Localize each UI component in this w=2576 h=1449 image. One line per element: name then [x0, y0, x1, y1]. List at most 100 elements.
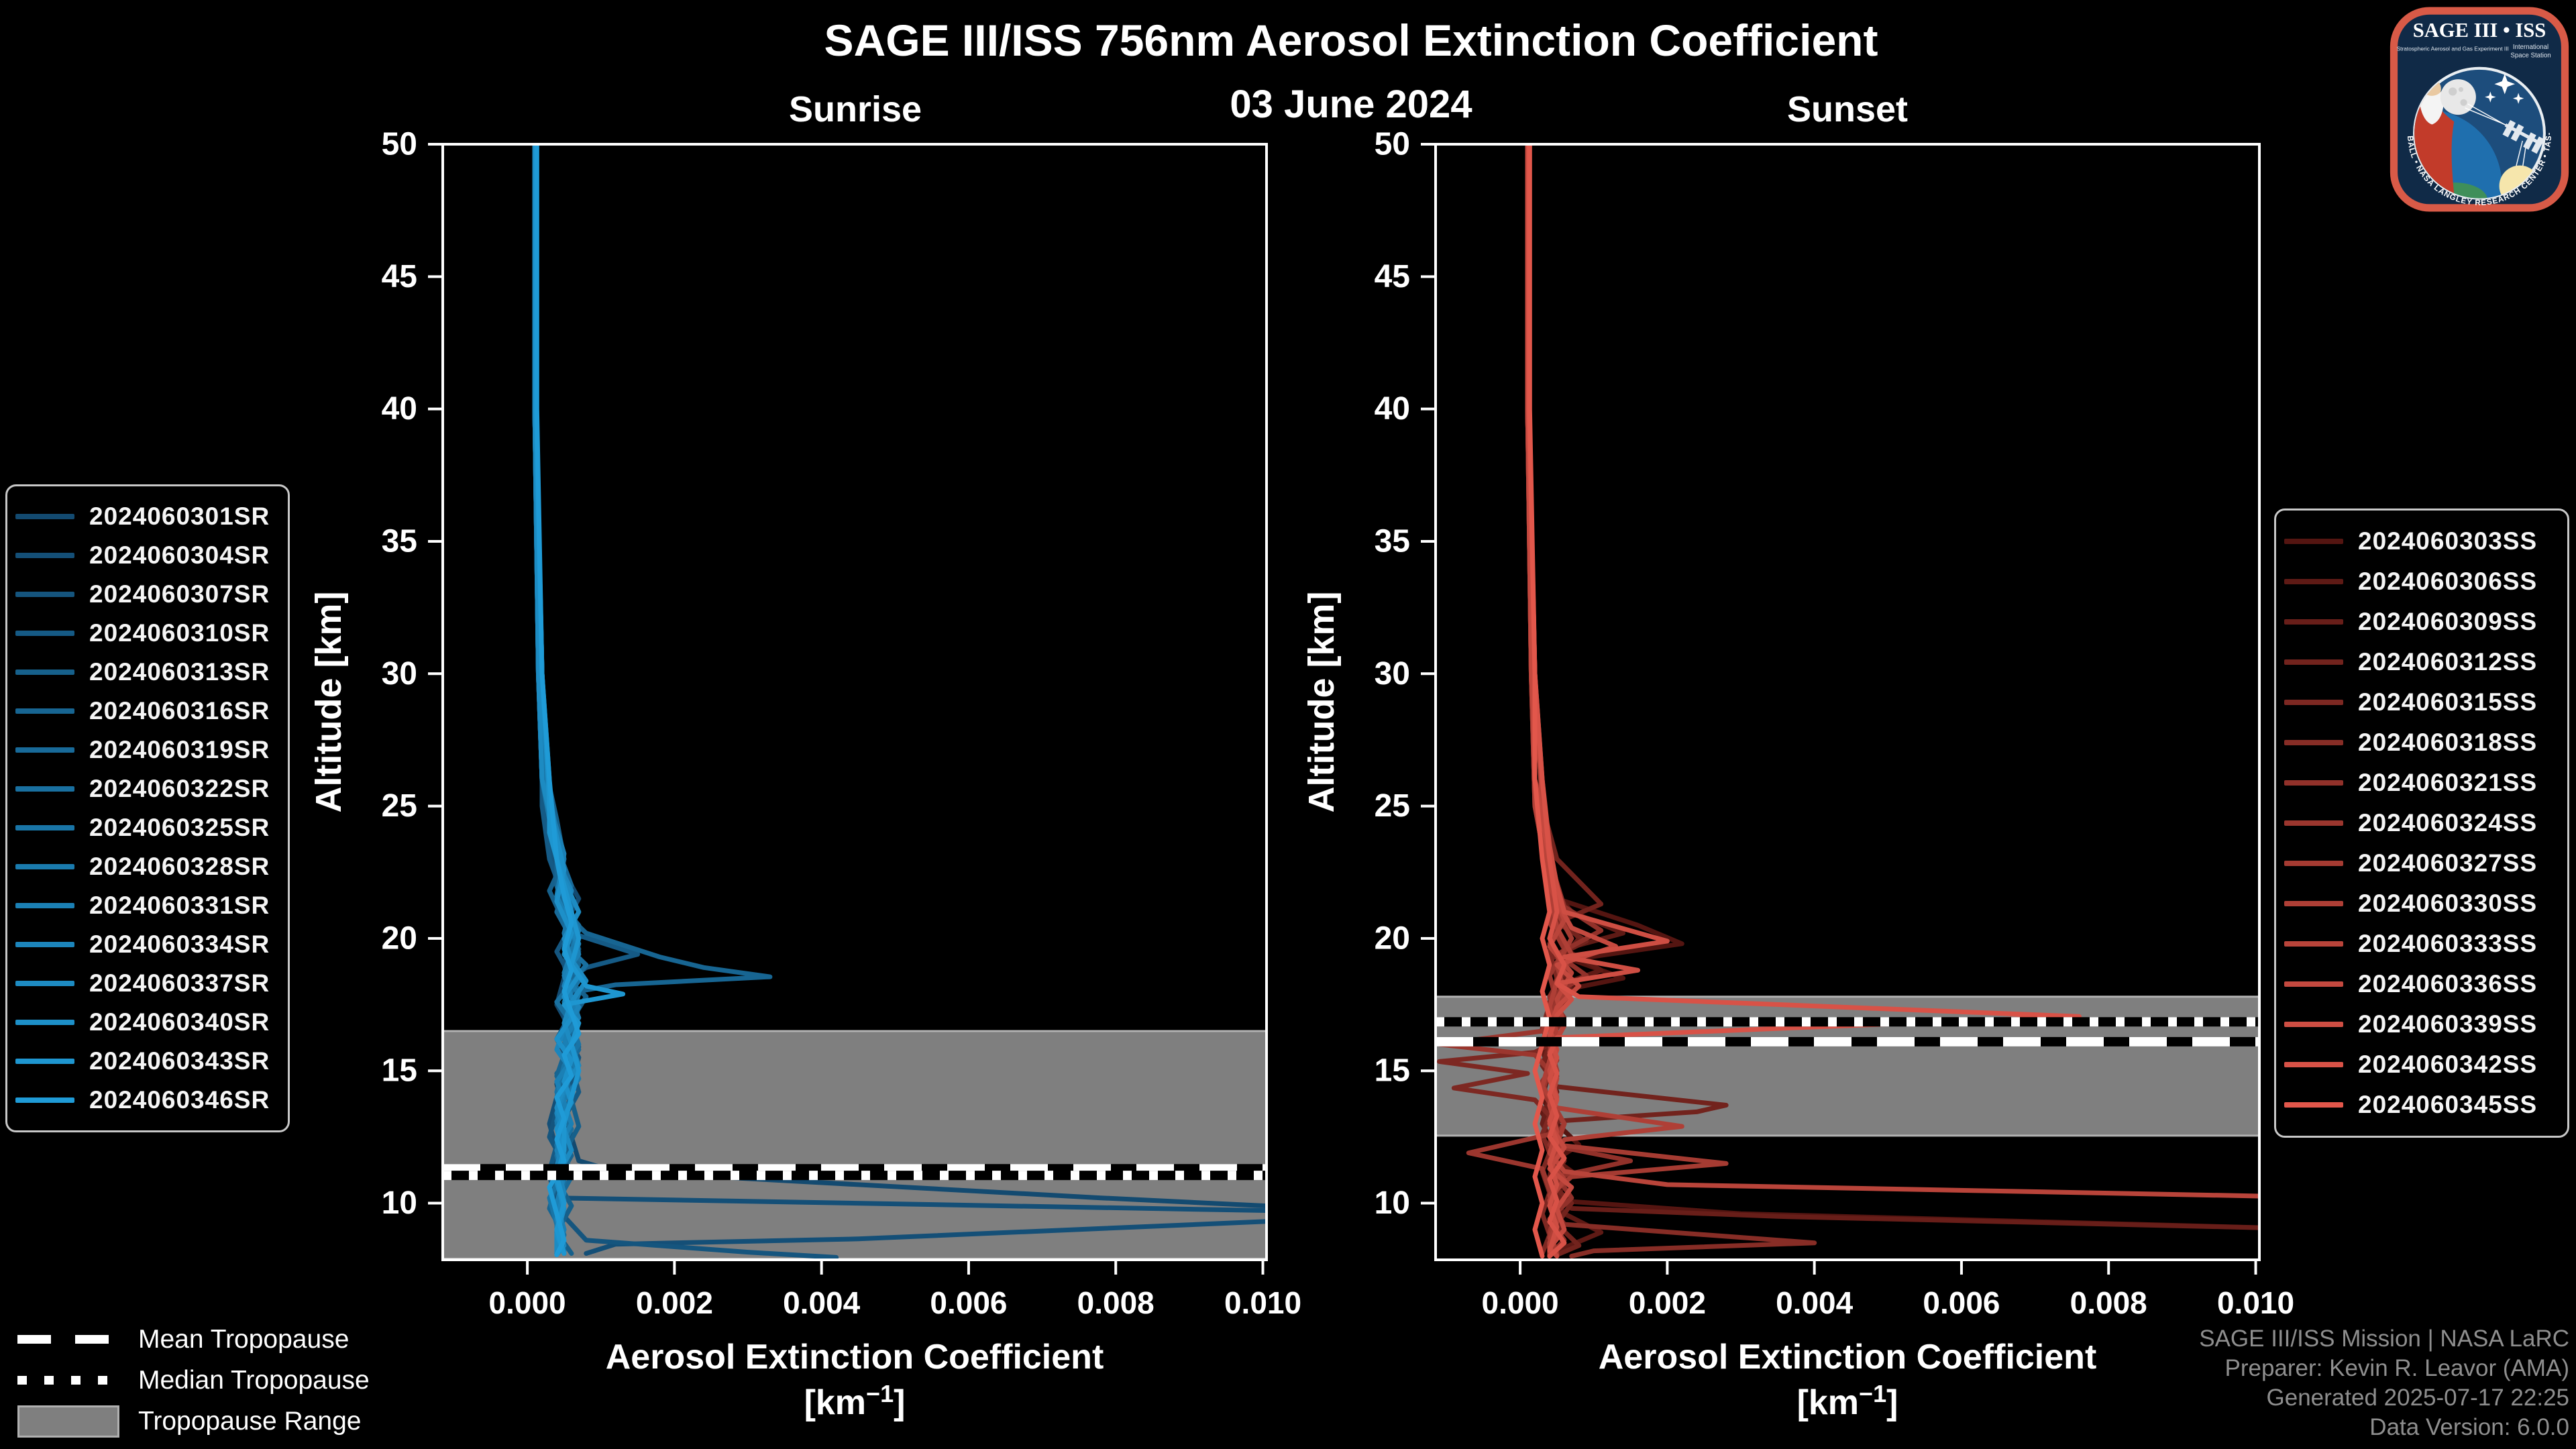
- logo-title: SAGE III • ISS: [2413, 19, 2546, 42]
- legend-label: 2024060327SS: [2358, 849, 2538, 877]
- legend-item: 2024060340SR: [15, 1003, 280, 1042]
- profile-line-2024060336SS: [1525, 144, 1619, 1258]
- x-tick-label: 0.006: [930, 1285, 1007, 1320]
- legend-label: 2024060342SS: [2358, 1051, 2538, 1078]
- legend-item: 2024060306SS: [2284, 561, 2559, 602]
- legend-item: 2024060336SS: [2284, 964, 2559, 1004]
- y-axis-label: Altitude [km]: [1301, 592, 1342, 813]
- legend-item: 2024060322SR: [15, 769, 280, 808]
- legend-item: 2024060312SS: [2284, 642, 2559, 682]
- legend-label: 2024060301SR: [89, 502, 270, 530]
- legend-label: Mean Tropopause: [138, 1324, 350, 1354]
- legend-label: 2024060328SR: [89, 853, 270, 880]
- legend-label: 2024060333SS: [2358, 930, 2538, 957]
- x-tick-label: 0.006: [1923, 1285, 2000, 1320]
- legend-label: 2024060312SS: [2358, 648, 2538, 676]
- panel-title-sunset: Sunset: [1786, 89, 1909, 129]
- tropopause-range-swatch: [17, 1405, 119, 1438]
- legend-item-tropopause-range: Tropopause Range: [17, 1401, 370, 1442]
- legend-label: 2024060318SS: [2358, 729, 2538, 756]
- legend-line-swatch: [15, 514, 74, 519]
- x-axis-unit: [km−1]: [804, 1380, 906, 1422]
- legend-item: 2024060307SR: [15, 575, 280, 614]
- legend-item: 2024060309SS: [2284, 602, 2559, 642]
- legend-item: 2024060328SR: [15, 847, 280, 886]
- legend-label: 2024060303SS: [2358, 527, 2538, 555]
- legend-line-swatch: [15, 786, 74, 792]
- legend-line-swatch: [2284, 1062, 2343, 1067]
- legend-label: 2024060330SS: [2358, 890, 2538, 917]
- legend-line-swatch: [15, 981, 74, 986]
- legend-label: 2024060315SS: [2358, 688, 2538, 716]
- legend-label: 2024060346SR: [89, 1086, 270, 1114]
- legend-item: 2024060304SR: [15, 536, 280, 575]
- y-tick-label: 45: [1375, 259, 1410, 294]
- legend-line-swatch: [2284, 981, 2343, 987]
- legend-item: 2024060337SR: [15, 964, 280, 1003]
- legend-label: 2024060334SR: [89, 930, 270, 958]
- legend-line-swatch: [2284, 619, 2343, 625]
- y-tick-label: 40: [382, 391, 417, 427]
- profile-line-2024060342SS: [1526, 144, 2082, 1258]
- legend-label: 2024060307SR: [89, 580, 270, 608]
- logo-star: [2494, 73, 2516, 95]
- legend-label: 2024060345SS: [2358, 1091, 2538, 1118]
- x-tick-label: 0.000: [489, 1285, 566, 1320]
- legend-line-swatch: [2284, 1022, 2343, 1027]
- legend-line-swatch: [2284, 659, 2343, 665]
- legend-line-swatch: [2284, 820, 2343, 826]
- legend-item: 2024060325SR: [15, 808, 280, 847]
- median-tropopause-swatch: [17, 1376, 119, 1385]
- legend-label: 2024060343SR: [89, 1047, 270, 1075]
- panel-title-sunrise: Sunrise: [788, 89, 922, 129]
- x-tick-label: 0.002: [636, 1285, 713, 1320]
- legend-line-swatch: [15, 747, 74, 753]
- legend-label: Median Tropopause: [138, 1365, 370, 1395]
- y-tick-label: 15: [1375, 1053, 1410, 1089]
- logo-star: [2485, 91, 2496, 103]
- legend-label: Tropopause Range: [138, 1406, 362, 1436]
- legend-sunset: 2024060303SS 2024060306SS 2024060309SS 2024…: [2274, 508, 2569, 1138]
- y-tick-label: 10: [1375, 1185, 1410, 1221]
- legend-item: 2024060319SR: [15, 731, 280, 769]
- main-title: SAGE III/ISS 756nm Aerosol Extinction Co…: [824, 15, 1878, 65]
- legend-item: 2024060334SR: [15, 925, 280, 964]
- y-tick-label: 30: [1375, 656, 1410, 692]
- logo-subtitle-right-2: Space Station: [2510, 52, 2551, 59]
- legend-line-swatch: [15, 708, 74, 714]
- logo-subtitle-right-1: International: [2513, 44, 2548, 51]
- x-axis-label: Aerosol Extinction Coefficient: [606, 1338, 1104, 1377]
- legend-line-swatch: [2284, 780, 2343, 786]
- legend-line-swatch: [2284, 901, 2343, 906]
- logo-iss: [2502, 119, 2544, 154]
- y-tick-label: 35: [382, 523, 417, 559]
- attribution-line: Generated 2025-07-17 22:25: [2266, 1385, 2569, 1411]
- legend-line-swatch: [15, 1059, 74, 1064]
- sage-iss-logo: SAGE III • ISS Stratospheric Aerosol and…: [2390, 7, 2569, 212]
- legend-line-swatch: [2284, 579, 2343, 584]
- logo-star: [2512, 93, 2524, 104]
- legend-label: 2024060319SR: [89, 736, 270, 763]
- legend-label: 2024060337SR: [89, 969, 270, 997]
- legend-label: 2024060313SR: [89, 658, 270, 686]
- legend-line-swatch: [2284, 861, 2343, 866]
- x-tick-label: 0.002: [1629, 1285, 1706, 1320]
- legend-line-swatch: [2284, 740, 2343, 745]
- legend-item: 2024060345SS: [2284, 1085, 2559, 1125]
- x-axis-label: Aerosol Extinction Coefficient: [1599, 1338, 2097, 1377]
- legend-item: 2024060315SS: [2284, 682, 2559, 722]
- x-tick-label: 0.004: [1776, 1285, 1854, 1320]
- y-tick-label: 45: [382, 259, 417, 294]
- tropopause-legend: Mean Tropopause Median Tropopause Tropop…: [17, 1319, 370, 1442]
- legend-label: 2024060340SR: [89, 1008, 270, 1036]
- y-tick-label: 25: [382, 788, 417, 824]
- y-tick-label: 35: [1375, 523, 1410, 559]
- legend-label: 2024060331SR: [89, 892, 270, 919]
- legend-line-swatch: [15, 1020, 74, 1025]
- y-axis-label: Altitude [km]: [309, 592, 349, 813]
- legend-line-swatch: [15, 592, 74, 597]
- legend-line-swatch: [15, 669, 74, 675]
- x-tick-label: 0.010: [2217, 1285, 2294, 1320]
- legend-label: 2024060324SS: [2358, 809, 2538, 837]
